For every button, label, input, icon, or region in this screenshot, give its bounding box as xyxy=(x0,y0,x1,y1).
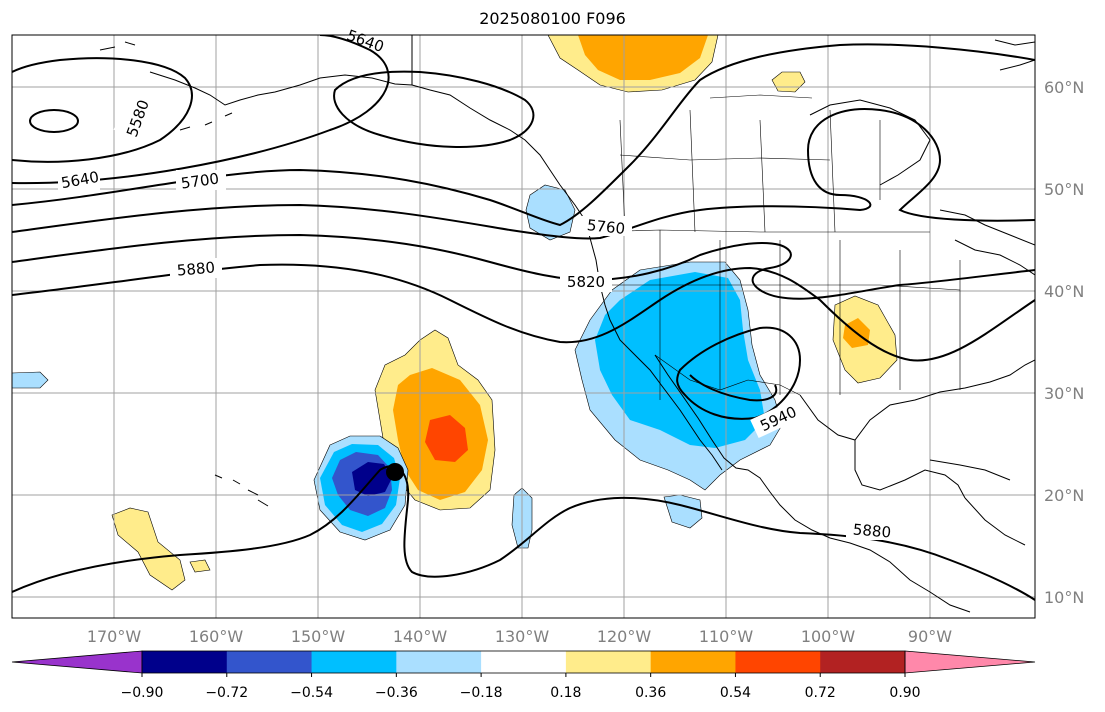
contour-5580 xyxy=(12,57,193,163)
anomaly-positive-small-hawaii xyxy=(189,559,211,573)
colorbar-tick-label: 0.90 xyxy=(889,685,920,701)
contour-label-5880-south: 5880 xyxy=(852,520,892,541)
anomaly-negative-small-3 xyxy=(12,371,49,389)
contour-label-5880-north: 5880 xyxy=(176,258,216,279)
contour-label-5760: 5760 xyxy=(586,216,626,238)
lat-label-10: 10°N xyxy=(1044,588,1084,607)
colorbar xyxy=(11,650,1036,674)
coast-alaska xyxy=(149,71,561,186)
colorbar-tick-label: 0.54 xyxy=(720,685,751,701)
map-frame xyxy=(11,34,1036,619)
coast-aleutians xyxy=(99,41,233,131)
lon-label-170w: 170°W xyxy=(87,627,142,646)
coast-east xyxy=(939,209,1035,276)
lat-label-20: 20°N xyxy=(1044,486,1084,505)
contour-5880-south xyxy=(12,465,1035,601)
graticule xyxy=(12,35,1035,618)
colorbar-tick-label: −0.72 xyxy=(205,685,248,701)
colorbar-swatch xyxy=(142,651,228,673)
colorbar-tick-label: −0.36 xyxy=(375,685,418,701)
colorbar-tick-label: −0.90 xyxy=(121,685,164,701)
coast-yucatan xyxy=(854,440,966,499)
colorbar-swatch xyxy=(481,651,567,673)
colorbar-swatch xyxy=(311,651,397,673)
colorbar-swatch xyxy=(735,651,821,673)
contour-5760 xyxy=(12,108,1035,240)
political-borders xyxy=(587,94,961,400)
lon-label-90w: 90°W xyxy=(908,627,952,646)
colorbar-labels: −0.90 −0.72 −0.54 −0.36 −0.18 0.18 0.36 0.54 0.7… xyxy=(121,673,921,701)
lon-label-160w: 160°W xyxy=(189,627,244,646)
contour-alaska-loop xyxy=(333,70,535,148)
contour-5880-north xyxy=(12,263,1035,362)
coast-caribbean xyxy=(929,459,1026,546)
colorbar-extend-low xyxy=(11,650,143,674)
coast-baja xyxy=(654,354,971,613)
colorbar-swatch xyxy=(565,651,652,673)
lat-label-60: 60°N xyxy=(1044,78,1084,97)
lon-label-150w: 150°W xyxy=(291,627,346,646)
lat-label-40: 40°N xyxy=(1044,282,1084,301)
colorbar-swatch xyxy=(396,651,482,673)
colorbar-swatch xyxy=(650,651,736,673)
colorbar-tick-label: −0.54 xyxy=(290,685,333,701)
lon-label-110w: 110°W xyxy=(699,627,754,646)
lat-label-50: 50°N xyxy=(1044,180,1084,199)
contour-low-small xyxy=(29,109,79,133)
contour-5820 xyxy=(12,233,1035,300)
colorbar-extend-high xyxy=(904,650,1036,674)
coast-hawaii xyxy=(214,474,269,507)
contour-5940-inner xyxy=(689,374,778,402)
coast-greenland-ne xyxy=(994,39,1035,71)
longitude-labels: 170°W 160°W 150°W 140°W 130°W 120°W 110°… xyxy=(87,627,952,646)
anomaly-positive-canada-core xyxy=(578,35,708,80)
lon-label-120w: 120°W xyxy=(597,627,652,646)
colorbar-tick-label: 0.72 xyxy=(805,685,836,701)
contour-label-5700: 5700 xyxy=(180,169,220,192)
anomaly-negative-bc xyxy=(525,184,576,241)
lat-label-30: 30°N xyxy=(1044,384,1084,403)
colorbar-frame xyxy=(141,650,906,674)
latitude-labels: 60°N 50°N 40°N 30°N 20°N 10°N xyxy=(1044,78,1084,607)
colorbar-tick-label: −0.18 xyxy=(460,685,503,701)
contour-5940 xyxy=(676,326,802,420)
cyclone-center-marker xyxy=(386,463,404,481)
coast-hudson-bay xyxy=(809,99,931,186)
lon-label-140w: 140°W xyxy=(393,627,448,646)
colorbar-swatch xyxy=(226,651,313,673)
anomaly-positive-pacific-core xyxy=(425,415,468,462)
contour-labels: 5580 5640 5640 5700 5760 5820 5880 5880 … xyxy=(58,26,898,542)
coast-gulf xyxy=(799,359,1035,441)
map-title: 2025080100 F096 xyxy=(479,9,626,28)
colorbar-swatch xyxy=(820,651,906,673)
contour-label-5820: 5820 xyxy=(567,273,605,291)
contour-5700 xyxy=(12,43,1035,227)
lon-label-130w: 130°W xyxy=(495,627,550,646)
contour-5640-inner xyxy=(12,35,390,185)
height-contours xyxy=(12,35,1035,601)
colorbar-tick-label: 0.18 xyxy=(550,685,581,701)
colorbar-tick-label: 0.36 xyxy=(635,685,666,701)
anomaly-positive-hawaii xyxy=(111,507,186,591)
lon-label-100w: 100°W xyxy=(801,627,856,646)
